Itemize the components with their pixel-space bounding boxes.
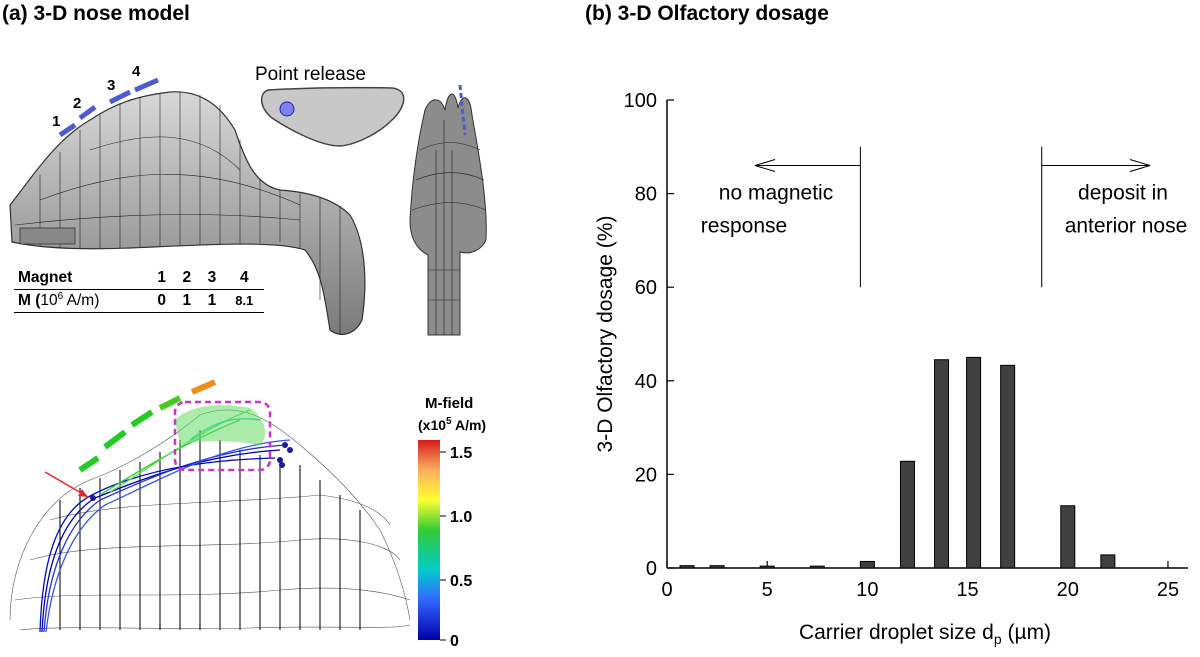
colorbar-title: M-field (425, 395, 473, 412)
table-header-cell: 1 (149, 268, 175, 290)
nose-mesh-lines (14, 92, 341, 334)
y-tick-label: 80 (635, 184, 657, 206)
table-header-cell: 2 (174, 268, 200, 290)
nose-side-view (9, 91, 366, 335)
table-header-cell: Magnet (14, 268, 150, 290)
bar (934, 359, 950, 569)
colorbar-tick: 1.5 (450, 445, 472, 462)
table-cell: 1 (174, 289, 200, 314)
x-tick-label: 15 (956, 579, 978, 601)
y-tick-label: 40 (635, 371, 657, 393)
green-field-region (175, 405, 266, 445)
bar (966, 356, 982, 569)
point-release-label: Point release (255, 64, 366, 85)
x-tick-label: 20 (1057, 579, 1079, 601)
bar (899, 460, 915, 569)
bar (1060, 505, 1076, 569)
table-cell: 0 (149, 289, 175, 314)
bar (709, 565, 725, 569)
table-cell: 8.1 (224, 289, 264, 314)
magnet-table-row: M (106 A/m) 0 1 1 8.1 (14, 289, 264, 314)
colorbar-tick: 1.0 (450, 509, 472, 526)
bar (759, 565, 775, 569)
magnet-number: 2 (73, 95, 81, 112)
nostril-cross-section (260, 86, 405, 147)
magnet-table: Magnet 1 2 3 4 M (106 A/m) 0 1 1 8.1 (14, 268, 264, 314)
left-arrow-head (754, 159, 776, 172)
nostril-block (19, 227, 76, 245)
red-arrow (44, 471, 89, 498)
release-point-marker (279, 101, 295, 117)
magnet-number: 4 (132, 63, 141, 80)
table-header-cell: 3 (199, 268, 225, 290)
nose-front-view (409, 84, 487, 336)
colorbar-tick: 0.5 (450, 573, 472, 590)
annotation-left-line2: response (701, 214, 787, 237)
table-header-cell: 4 (224, 268, 264, 290)
colored-magnets (78, 379, 217, 473)
x-tick-label: 25 (1157, 579, 1179, 601)
magnet-table-header: Magnet 1 2 3 4 (14, 268, 264, 290)
bar (679, 565, 695, 569)
colorbar (418, 440, 440, 640)
highlight-box (173, 400, 272, 472)
y-tick-label: 20 (635, 464, 657, 486)
colorbar-unit: (x105 A/m) (418, 416, 486, 433)
magnet-number: 1 (52, 113, 60, 130)
magnet-dashes (58, 77, 159, 138)
particle-dots (90, 442, 293, 501)
panel-a-title: (a) 3-D nose model (2, 2, 190, 25)
annotation-right-line2: anterior nose (1065, 214, 1188, 237)
x-tick-label: 0 (661, 579, 672, 601)
bar (859, 560, 875, 569)
bar (1100, 554, 1116, 569)
table-row-label: M (106 A/m) (14, 289, 150, 314)
x-tick-label: 10 (856, 579, 878, 601)
annotation-right-line1: deposit in (1078, 182, 1168, 205)
colorbar-ticks (440, 451, 446, 641)
x-axis-label: Carrier droplet size dp (µm) (799, 621, 1051, 647)
wire-mesh-verticals (59, 430, 361, 630)
y-tick-label: 100 (624, 90, 657, 112)
y-tick-label: 60 (635, 277, 657, 299)
magnet-number: 3 (107, 77, 115, 94)
bar (1000, 364, 1016, 569)
panel-b-title: (b) 3-D Olfactory dosage (585, 2, 829, 25)
table-cell: 1 (199, 289, 225, 314)
y-axis-label: 3-D Olfactory dosage (%) (594, 216, 617, 453)
nose-model-illustration: 1 2 3 4 Point release (9, 63, 487, 650)
annotation-left-line1: no magnetic (719, 182, 833, 205)
right-arrow-head (1129, 159, 1151, 172)
bar (809, 565, 825, 569)
colorbar-tick: 0 (450, 633, 459, 650)
y-tick-label: 0 (646, 558, 657, 580)
x-tick-label: 5 (762, 579, 773, 601)
